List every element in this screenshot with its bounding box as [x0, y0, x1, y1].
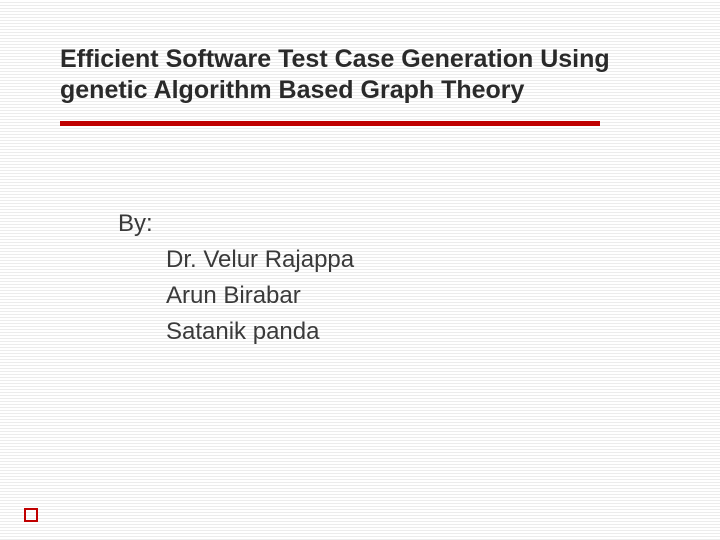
author-line: Dr. Velur Rajappa [166, 242, 660, 278]
slide-content: Efficient Software Test Case Generation … [0, 0, 720, 350]
author-line: Arun Birabar [166, 278, 660, 314]
body-block: By: Dr. Velur Rajappa Arun Birabar Satan… [118, 206, 660, 350]
by-label: By: [118, 206, 660, 242]
corner-square-icon [24, 508, 38, 522]
slide-title: Efficient Software Test Case Generation … [60, 44, 660, 107]
title-divider [60, 121, 600, 126]
author-line: Satanik panda [166, 314, 660, 350]
